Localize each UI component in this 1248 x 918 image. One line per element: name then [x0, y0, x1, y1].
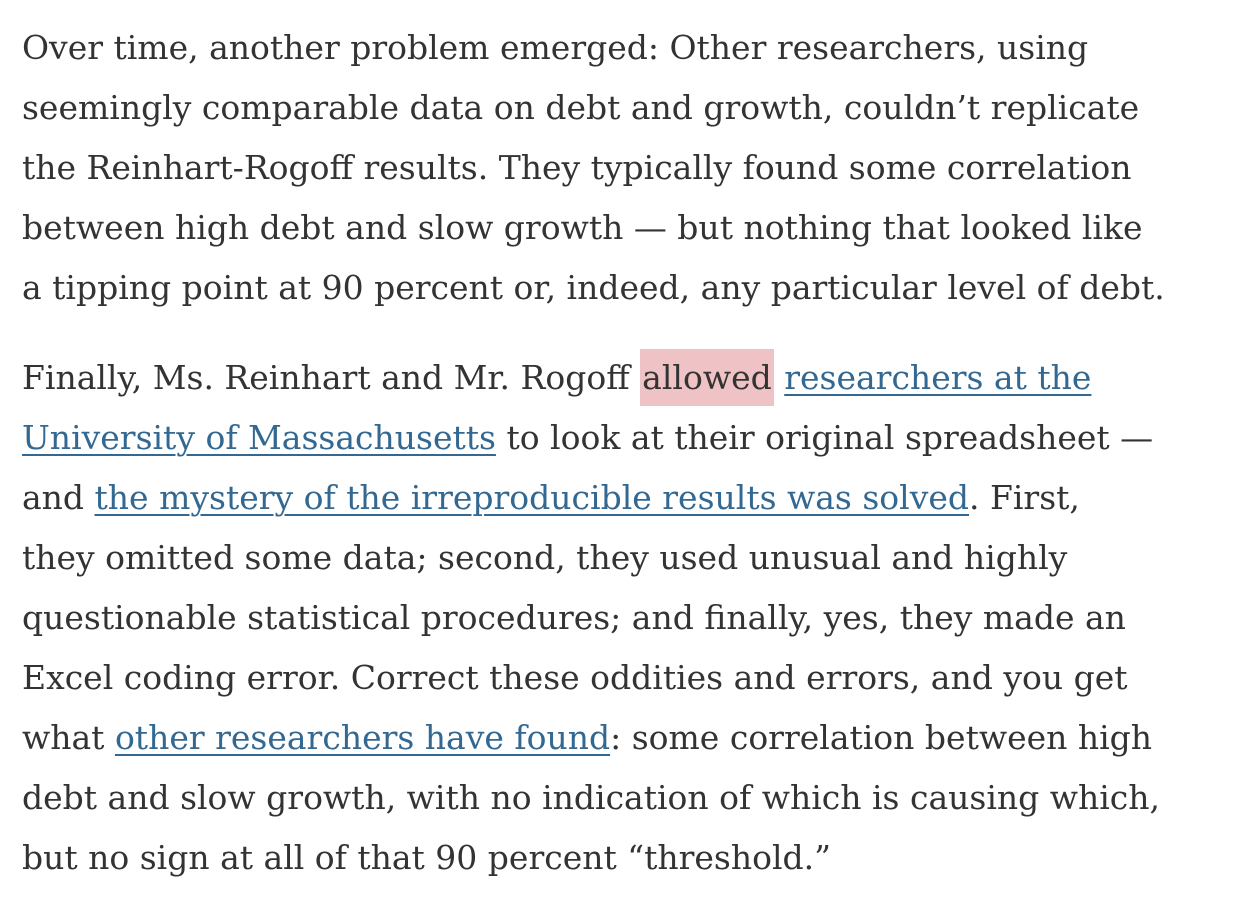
body-text: but no sign at all of that 90 percent “t… — [22, 838, 832, 877]
body-text: Excel coding error. Correct these odditi… — [22, 658, 1128, 697]
inline-link[interactable]: University of Massachusetts — [22, 418, 496, 457]
body-text: Finally, Ms. Reinhart and Mr. Rogoff — [22, 358, 641, 397]
body-text: what — [22, 718, 115, 757]
body-text — [774, 358, 785, 397]
body-text: . First, — [969, 478, 1080, 517]
body-text: the Reinhart-Rogoff results. They typica… — [22, 148, 1132, 187]
text-line: questionable statistical procedures; and… — [22, 588, 1165, 648]
inline-link[interactable]: the mystery of the irreproducible result… — [94, 478, 969, 517]
text-line: the Reinhart-Rogoff results. They typica… — [22, 138, 1165, 198]
body-text: to look at their original spreadsheet — — [495, 418, 1154, 457]
paragraph: Finally, Ms. Reinhart and Mr. Rogoff all… — [22, 348, 1165, 888]
paragraph: Over time, another problem emerged: Othe… — [22, 18, 1165, 318]
text-line: University of Massachusetts to look at t… — [22, 408, 1165, 468]
body-text: seemingly comparable data on debt and gr… — [22, 88, 1140, 127]
body-text: Over time, another problem emerged: Othe… — [22, 28, 1089, 67]
text-line: debt and slow growth, with no indication… — [22, 768, 1165, 828]
text-line: Excel coding error. Correct these odditi… — [22, 648, 1165, 708]
inline-link[interactable]: other researchers have found — [114, 718, 611, 757]
text-line: a tipping point at 90 percent or, indeed… — [22, 258, 1165, 318]
text-line: and the mystery of the irreproducible re… — [22, 468, 1165, 528]
text-line: Over time, another problem emerged: Othe… — [22, 18, 1165, 78]
body-text: a tipping point at 90 percent or, indeed… — [22, 268, 1165, 307]
body-text: debt and slow growth, with no indication… — [22, 778, 1161, 817]
highlighted-text: allowed — [640, 349, 774, 406]
body-text: between high debt and slow growth — but … — [22, 208, 1143, 247]
text-line: they omitted some data; second, they use… — [22, 528, 1165, 588]
body-text: : some correlation between high — [610, 718, 1153, 757]
text-line: between high debt and slow growth — but … — [22, 198, 1165, 258]
body-text: and — [22, 478, 95, 517]
text-line: what other researchers have found: some … — [22, 708, 1165, 768]
body-text: questionable statistical procedures; and… — [22, 598, 1126, 637]
text-line: seemingly comparable data on debt and gr… — [22, 78, 1165, 138]
text-line: Finally, Ms. Reinhart and Mr. Rogoff all… — [22, 348, 1165, 408]
text-line: but no sign at all of that 90 percent “t… — [22, 828, 1165, 888]
body-text: they omitted some data; second, they use… — [22, 538, 1068, 577]
inline-link[interactable]: researchers at the — [784, 358, 1092, 397]
article-body: Over time, another problem emerged: Othe… — [22, 18, 1165, 918]
